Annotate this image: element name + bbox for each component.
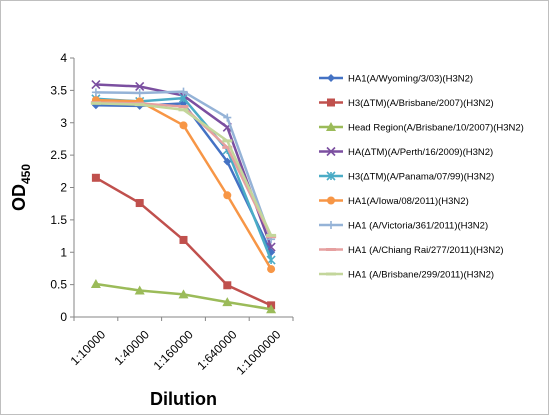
data-point	[266, 233, 277, 237]
x-axis-title: Dilution	[150, 389, 217, 409]
y-tick-label: 3	[60, 116, 67, 130]
data-point	[90, 278, 101, 288]
data-point	[91, 79, 101, 90]
series-line	[95, 90, 273, 240]
legend-item: Head Region(A/Brisbane/10/2007)(H3N2)	[319, 122, 524, 134]
data-point	[222, 145, 233, 149]
legend-item: HA1(A/Wyoming/3/03)(H3N2)	[319, 74, 473, 85]
legend-marker	[326, 122, 336, 131]
y-tick-label: 1.5	[50, 213, 67, 227]
y-axis-title: OD450	[9, 164, 33, 211]
y-tick-label: 0	[60, 310, 67, 324]
legend-marker	[326, 272, 336, 276]
legend-item: HA1 (A/Brisbane/299/2011)(H3N2)	[319, 270, 494, 281]
series-7	[91, 87, 276, 244]
legend-label: HA1(A/Wyoming/3/03)(H3N2)	[348, 74, 473, 85]
legend-marker	[327, 74, 335, 82]
y-tick-label: 2	[60, 181, 67, 195]
legend-label: HA(ΔTM)(A/Perth/16/2009)(H3N2)	[348, 147, 493, 158]
x-tick-label: 1:1000000	[233, 327, 283, 377]
y-tick-label: 4	[60, 51, 67, 65]
series-2	[91, 173, 276, 310]
series-layer	[90, 79, 277, 314]
data-point	[135, 81, 145, 92]
y-axis-title-main: OD	[9, 184, 29, 211]
data-point	[266, 242, 276, 252]
legend-item: HA1(A/Iowa/08/2011)(H3N2)	[319, 196, 469, 207]
data-point	[91, 173, 100, 182]
x-tick-label: 1:40000	[111, 327, 152, 368]
x-tick-label: 1:160000	[151, 327, 197, 373]
legend-marker	[326, 171, 336, 181]
legend: HA1(A/Wyoming/3/03)(H3N2) H3(ΔTM)(A/Brisb…	[319, 74, 524, 281]
legend-label: Head Region(A/Brisbane/10/2007)(H3N2)	[348, 123, 524, 134]
y-tick-label: 2.5	[50, 148, 67, 162]
legend-label: HA1 (A/Chiang Rai/277/2011)(H3N2)	[348, 245, 504, 256]
data-point	[223, 157, 232, 166]
data-point	[223, 191, 232, 200]
y-axis-title-subscript: 450	[19, 164, 33, 184]
legend-label: H3(ΔTM)(A/Brisbane/2007)(H3N2)	[348, 98, 494, 109]
data-point	[267, 265, 276, 274]
legend-item: H3(ΔTM)(A/Panama/07/99)(H3N2)	[319, 171, 494, 183]
legend-label: HA1 (A/Victoria/361/2011)(H3N2)	[348, 221, 488, 232]
data-point	[178, 108, 189, 112]
data-point	[91, 88, 100, 97]
data-point	[223, 281, 232, 290]
data-point	[266, 304, 277, 314]
data-point	[135, 199, 144, 208]
legend-label: HA1 (A/Brisbane/299/2011)(H3N2)	[348, 270, 494, 281]
legend-marker	[326, 248, 336, 251]
data-point	[90, 101, 101, 105]
data-point	[179, 87, 188, 96]
data-point	[222, 297, 233, 307]
data-point	[134, 285, 145, 295]
data-point	[178, 289, 189, 299]
x-tick-label: 1:10000	[68, 327, 109, 368]
legend-label: H3(ΔTM)(A/Panama/07/99)(H3N2)	[348, 172, 494, 183]
legend-item: HA1 (A/Chiang Rai/277/2011)(H3N2)	[319, 245, 504, 256]
data-point	[135, 88, 144, 97]
legend-marker	[326, 146, 336, 157]
data-point	[223, 113, 232, 122]
x-tick-label: 1:640000	[194, 327, 240, 373]
data-point	[178, 105, 189, 109]
data-point	[222, 139, 233, 143]
legend-label: HA1(A/Iowa/08/2011)(H3N2)	[348, 196, 469, 207]
data-point	[179, 121, 188, 130]
legend-item: HA(ΔTM)(A/Perth/16/2009)(H3N2)	[319, 146, 493, 158]
legend-item: HA1 (A/Victoria/361/2011)(H3N2)	[319, 221, 488, 232]
data-point	[179, 235, 188, 244]
y-tick-label: 1	[60, 245, 67, 259]
legend-marker	[327, 221, 335, 229]
legend-marker	[327, 98, 335, 107]
legend-marker	[327, 196, 335, 205]
series-9	[90, 101, 277, 237]
data-point	[134, 103, 145, 107]
y-tick-label: 0.5	[50, 278, 67, 292]
legend-item: H3(ΔTM)(A/Brisbane/2007)(H3N2)	[319, 98, 494, 109]
y-tick-label: 3.5	[50, 83, 67, 97]
series-3	[90, 278, 277, 314]
